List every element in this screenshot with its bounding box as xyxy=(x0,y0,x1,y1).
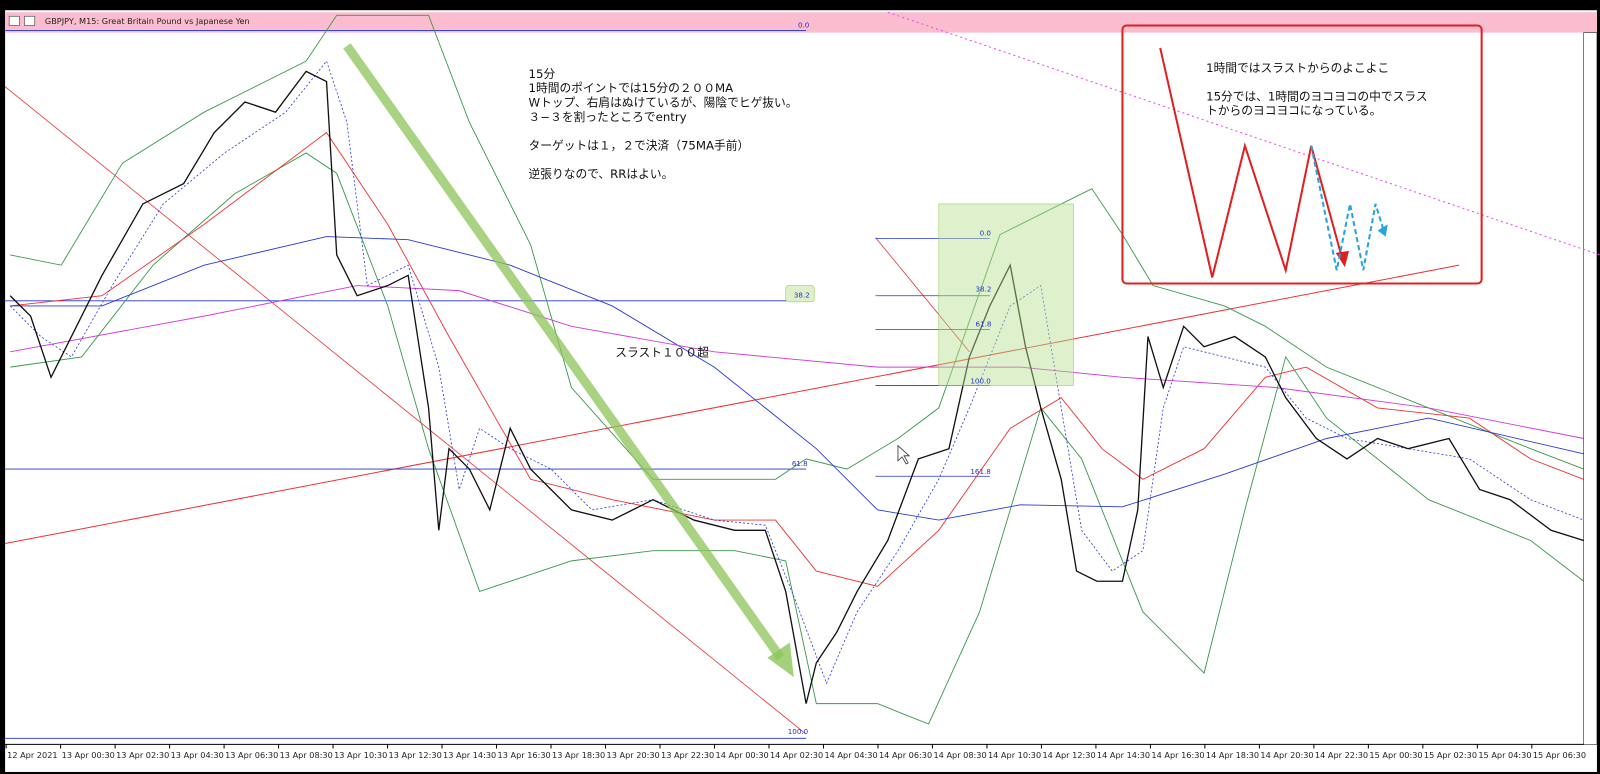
time-label: 14 Apr 12:30 xyxy=(1042,750,1095,760)
time-label: 14 Apr 00:30 xyxy=(716,750,769,760)
fib-lines xyxy=(5,30,990,739)
time-label: 14 Apr 18:30 xyxy=(1206,750,1259,760)
time-label: 13 Apr 00:30 xyxy=(62,750,115,760)
zigzag xyxy=(1159,47,1344,278)
box-note: 1時間ではスラストからのよこよこ xyxy=(1206,61,1389,75)
trend-line xyxy=(4,86,807,735)
box-note: トからのヨコヨコになっている。 xyxy=(1206,104,1381,118)
time-label: 13 Apr 12:30 xyxy=(389,750,442,760)
fib-tag xyxy=(785,285,815,303)
fib-label: 100.0 xyxy=(970,376,991,385)
moving-average-200 xyxy=(10,236,1584,521)
time-label: 14 Apr 10:30 xyxy=(988,750,1041,760)
time-label: 14 Apr 04:30 xyxy=(824,750,877,760)
highlight-zone xyxy=(938,203,1074,386)
time-label: 13 Apr 04:30 xyxy=(171,750,224,760)
trend-line xyxy=(5,264,1460,545)
time-label: 15 Apr 00:30 xyxy=(1369,750,1422,760)
header-title: GBPJPY, M15: Great Britain Pound vs Japa… xyxy=(45,16,250,26)
time-label: 15 Apr 06:30 xyxy=(1533,750,1586,760)
labels: 12 Apr 2021 13 Apr 00:30 13 Apr 02:30 13 Ap… xyxy=(5,20,1586,760)
fib-label: 161.8 xyxy=(970,467,991,476)
arrow xyxy=(343,43,785,661)
time-label: 13 Apr 14:30 xyxy=(443,750,496,760)
header-band xyxy=(5,12,1597,33)
trend-line xyxy=(875,237,970,353)
fib-label: 61.8 xyxy=(976,319,992,328)
time-label: 13 Apr 18:30 xyxy=(552,750,605,760)
time-label: 14 Apr 08:30 xyxy=(933,750,986,760)
cursor xyxy=(897,444,911,465)
icon xyxy=(8,15,20,26)
fib-label: 100.0 xyxy=(788,727,809,736)
fib-label: 61.8 xyxy=(792,459,808,468)
bollinger-lower xyxy=(10,152,1584,725)
arrow-head xyxy=(767,642,794,678)
note-line: ターゲットは１，２で決済（75MA手前） xyxy=(529,138,750,152)
time-label: 13 Apr 10:30 xyxy=(334,750,387,760)
time-label: 14 Apr 22:30 xyxy=(1315,750,1368,760)
note-line: ３−３を割ったところでentry xyxy=(529,110,687,124)
price-axis xyxy=(1583,32,1598,745)
time-label: 13 Apr 08:30 xyxy=(280,750,333,760)
time-label: 15 Apr 04:30 xyxy=(1478,750,1531,760)
note-thrust: スラスト１００超 xyxy=(615,345,709,359)
fib-label: 0.0 xyxy=(798,20,810,29)
note-line: Wトップ、右肩はぬけているが、陽陰でヒゲ抜い。 xyxy=(529,95,798,109)
fib-label: 0.0 xyxy=(980,229,992,238)
time-label: 13 Apr 20:30 xyxy=(607,750,660,760)
projection-arrow xyxy=(1377,224,1388,237)
moving-average-fast xyxy=(9,60,1584,685)
time-label: 14 Apr 14:30 xyxy=(1097,750,1150,760)
moving-average xyxy=(10,131,1584,587)
moving-average-long xyxy=(10,285,1584,439)
time-label: 13 Apr 22:30 xyxy=(661,750,714,760)
time-label: 12 Apr 2021 xyxy=(7,750,57,760)
note-line: 1時間のポイントでは15分の２００MA xyxy=(529,81,734,95)
time-label: 14 Apr 20:30 xyxy=(1260,750,1313,760)
time-label: 13 Apr 02:30 xyxy=(116,750,169,760)
bollinger-upper xyxy=(10,14,1584,480)
time-label: 15 Apr 02:30 xyxy=(1424,750,1477,760)
fib-label: 38.2 xyxy=(976,285,992,294)
note-line: 15分 xyxy=(529,67,556,81)
annotation-box xyxy=(1121,24,1483,285)
time-label: 13 Apr 06:30 xyxy=(225,750,278,760)
price xyxy=(9,70,1584,704)
box-note: 15分では、1時間のヨコヨコの中でスラス xyxy=(1206,89,1427,103)
time-label: 14 Apr 16:30 xyxy=(1151,750,1204,760)
time-label: 13 Apr 16:30 xyxy=(498,750,551,760)
note-line: 逆張りなので、RRはよい。 xyxy=(529,167,674,181)
time-label: 14 Apr 02:30 xyxy=(770,750,823,760)
time-label: 14 Apr 06:30 xyxy=(879,750,932,760)
icon xyxy=(24,15,36,26)
fib-label: 38.2 xyxy=(794,291,810,300)
